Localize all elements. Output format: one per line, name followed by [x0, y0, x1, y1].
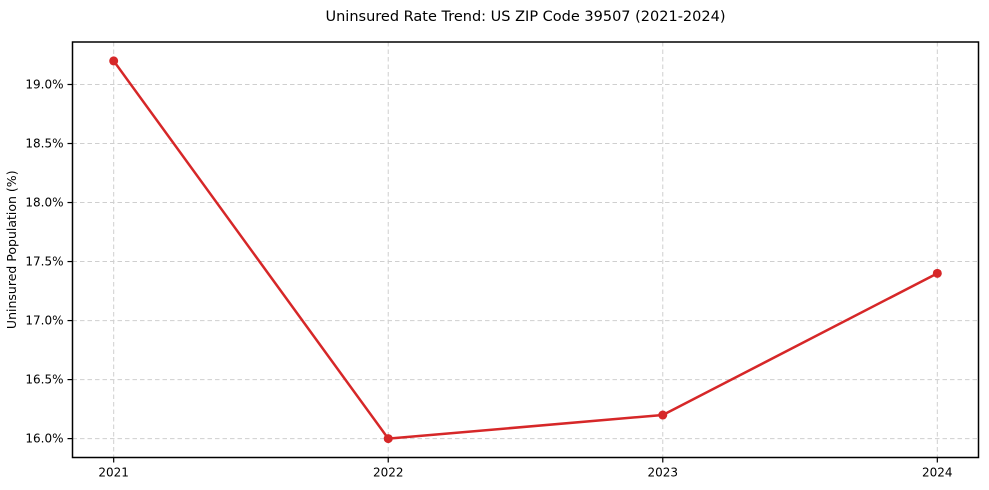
y-tick-label: 16.0%	[25, 432, 63, 446]
data-point-marker	[932, 268, 942, 278]
gridlines	[72, 42, 979, 458]
y-tick-label: 16.5%	[25, 373, 63, 387]
x-tick-label: 2021	[98, 466, 129, 480]
y-tick-label: 18.0%	[25, 196, 63, 210]
data-point-marker	[109, 56, 119, 66]
data-series	[109, 56, 942, 444]
y-tick-label: 19.0%	[25, 77, 63, 91]
y-tick-label: 18.5%	[25, 137, 63, 151]
y-tick-label: 17.5%	[25, 255, 63, 269]
plot-border	[71, 41, 980, 459]
axis-ticks	[67, 83, 938, 463]
y-axis-label: Uninsured Population (%)	[4, 170, 19, 329]
data-point-marker	[383, 434, 393, 444]
trend-line	[112, 59, 939, 440]
x-tick-label: 2022	[373, 466, 404, 480]
y-tick-label: 17.0%	[25, 314, 63, 328]
chart-title: Uninsured Rate Trend: US ZIP Code 39507 …	[326, 9, 726, 25]
x-tick-label: 2023	[647, 466, 678, 480]
x-tick-label: 2024	[922, 466, 953, 480]
axis-tick-labels: 16.0% 16.5% 17.0% 17.5% 18.0% 18.5% 19.0% 2021 2…	[25, 77, 952, 479]
data-point-marker	[658, 410, 668, 420]
